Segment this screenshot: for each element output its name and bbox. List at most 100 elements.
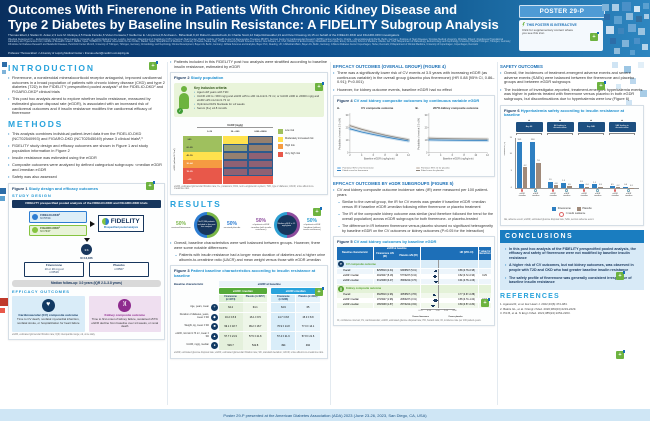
pixel-decoration bbox=[626, 100, 632, 106]
row-label-text: Duration of diabetes, years, mean ± SD bbox=[179, 313, 209, 320]
ref-line bbox=[437, 284, 438, 293]
interactive-callout-title: THIS POSTER IS INTERACTIVE bbox=[522, 22, 600, 27]
bar-value-label: 1.1 bbox=[593, 181, 596, 184]
forest-fin-cell: 825/6519 (4.34) bbox=[373, 268, 397, 274]
triangle-marker: ▲ bbox=[558, 118, 562, 122]
kdigo-cell bbox=[197, 168, 222, 176]
table-cell: 14.7 ± 8.8 bbox=[271, 312, 296, 322]
lightning-icon bbox=[522, 22, 525, 27]
legend-curve-placebo: Fitted curve for placebo bbox=[415, 170, 492, 173]
kdigo-risk-grid: UACR (mg/g) 0–29 30–<300 ≥300–≤5000 eGFR (mL… bbox=[174, 120, 273, 184]
cv-outcome-box: ♥ Cardiovascular (CV) composite outcome … bbox=[12, 295, 85, 332]
svg-text:2: 2 bbox=[349, 154, 351, 157]
header-placebo: Placebo n/N (IR) bbox=[397, 252, 420, 260]
heading-safety: SAFETY OUTCOMES bbox=[500, 64, 543, 69]
pixel-decoration bbox=[622, 2, 631, 11]
figure4b-title-row: B. ≥57% kidney composite outcome bbox=[416, 106, 492, 110]
placebo-bar bbox=[615, 187, 621, 188]
fidelity-logo-subtitle: Prespecified pooled analysis bbox=[103, 226, 139, 230]
poster-title-line1: Outcomes With Finerenone in Patients Wit… bbox=[8, 2, 458, 17]
donut1-right-pct: 50% bbox=[226, 220, 237, 227]
interactive-icon[interactable]: + bbox=[315, 287, 324, 296]
placebo-bar bbox=[553, 185, 559, 188]
interactive-icon[interactable]: + bbox=[616, 350, 625, 359]
table-cell: 57.7 ± 21.9 bbox=[218, 331, 243, 341]
randomization-circle: 1:1 bbox=[81, 244, 92, 256]
figure5-number: Figure 5 bbox=[337, 239, 353, 245]
author-list: Thomas Ebert,1 Stefan D. Anker,2,3 Luis … bbox=[8, 32, 400, 37]
table-cell: 494 bbox=[271, 341, 296, 351]
axis-tick: 4.00 bbox=[452, 310, 457, 313]
interactive-icon[interactable]: + bbox=[313, 207, 322, 216]
pixel-decoration bbox=[604, 14, 610, 20]
figaro-n: N=7437 bbox=[40, 229, 51, 234]
presenter-contact: Professor Thomas Ebert • University of L… bbox=[8, 51, 130, 55]
finerenone-arm-box: Finerenone 10 or 20 mg od n=6519 bbox=[24, 261, 84, 277]
interactive-icon[interactable]: + bbox=[616, 271, 625, 280]
row-icon: ▲ bbox=[211, 332, 218, 340]
kdigo-cell bbox=[222, 136, 248, 144]
column-1: INTRODUCTION Finerenone, a nonsteroidal … bbox=[8, 57, 165, 344]
interactive-icon[interactable]: + bbox=[481, 298, 490, 307]
table-cell: 64.2 bbox=[218, 302, 243, 312]
group-header-lt: eGDR <median bbox=[218, 287, 268, 295]
donut2-right-caption: of patients eGDR ≥median (without insuli… bbox=[303, 224, 321, 232]
table-row-label: Age, years, mean + bbox=[174, 303, 218, 312]
supplementary-content-icon[interactable]: + bbox=[590, 31, 599, 41]
figure1-footnote: eGFR, estimated glomerular filtration ra… bbox=[12, 333, 96, 336]
fidelity-logo: FIDELITY bbox=[102, 218, 140, 225]
check-icon: ✓ bbox=[177, 108, 183, 114]
axis-tick: 2.00 bbox=[444, 310, 448, 313]
interactive-icon[interactable]: + bbox=[597, 81, 606, 90]
ci-placebo-swatch bbox=[415, 166, 420, 169]
bar-value-label: 0.8 bbox=[554, 182, 558, 185]
bar-value-label: 13.9 bbox=[517, 138, 522, 141]
conclusions-box: CONCLUSIONS In this post hoc analysis of… bbox=[500, 229, 644, 291]
baseline-characteristic-header: Baseline characteristic bbox=[174, 282, 204, 286]
column-4: SAFETY OUTCOMES Overall, the incidences … bbox=[500, 57, 644, 317]
insulin-resistance-marker bbox=[551, 189, 555, 192]
interactive-icon[interactable]: + bbox=[146, 181, 155, 190]
forest-plot-cell bbox=[420, 303, 455, 309]
pixel-decoration bbox=[0, 196, 5, 201]
bar-value-label: 0.5 bbox=[610, 183, 614, 186]
interactive-icon[interactable]: + bbox=[149, 61, 158, 70]
axis-tick: 0.50 bbox=[427, 310, 431, 313]
treatment-donut-chart: N=12,964 patients included in this post … bbox=[193, 212, 220, 239]
y-tick-label: 10 bbox=[509, 153, 512, 156]
finerenone-bar bbox=[548, 181, 553, 188]
figure4a-title-row: A. CV composite outcome bbox=[337, 106, 413, 110]
row-icon: + bbox=[211, 303, 218, 311]
favors-placebo-label: Favors placebo bbox=[448, 315, 463, 318]
forest-hr-cell: 0.69 (0.57–0.84) bbox=[455, 303, 478, 309]
figure2-footnote: eGFR, estimated glomerular filtration ra… bbox=[174, 185, 315, 191]
kdigo-cell bbox=[197, 160, 222, 168]
forest-pvalue-cell bbox=[478, 268, 491, 274]
curve-finerenone-swatch bbox=[337, 170, 341, 172]
figure1-number: Figure 1 bbox=[12, 185, 28, 191]
poster-title: Outcomes With Finerenone in Patients Wit… bbox=[8, 2, 513, 32]
bar-pair-label: eGDR <median bbox=[580, 192, 588, 198]
bullet-item: Aged ≥18 years with T2D bbox=[194, 90, 321, 95]
row-icon: ● bbox=[211, 342, 218, 350]
forest-hr-cell: 0.82 (0.72–0.93) bbox=[455, 274, 478, 279]
section-label: CV composite outcome bbox=[346, 262, 376, 266]
bar-value-label: 0.4 bbox=[585, 183, 589, 186]
pixel-decoration bbox=[634, 6, 640, 12]
table-cell: 492 bbox=[295, 341, 320, 351]
section-heading-introduction: INTRODUCTION bbox=[8, 63, 95, 73]
figure5-footnote: CI, confidence interval; CV, cardiovascu… bbox=[337, 319, 482, 322]
note-text: = insulin resistance bbox=[565, 213, 586, 216]
trials-diagram: FIDELIO-DKD² N=5734 FIGARO-DKD³ N=7437 FID… bbox=[12, 211, 161, 237]
poster-number-badge: POSTER 29-P bbox=[519, 5, 605, 18]
cv-outcome-title: Cardiovascular (CV) composite outcome bbox=[18, 312, 79, 317]
heading-efficacy-subgroups: EFFICACY OUTCOMES BY eGDR SUBGROUPS (FIG… bbox=[333, 181, 454, 187]
header-pvalue: P value for interaction bbox=[478, 247, 491, 260]
interactive-callout: THIS POSTER IS INTERACTIVE Click for sup… bbox=[519, 19, 603, 51]
trial-stack: FIDELIO-DKD² N=5734 FIGARO-DKD³ N=7437 bbox=[29, 211, 88, 237]
table-row-label: UACR, mg/g, median ● bbox=[174, 341, 218, 350]
axis-tick: 0.25 bbox=[418, 310, 423, 313]
bullet-item: CV and kidney composite outcome incidenc… bbox=[333, 187, 495, 197]
section-label: Kidney composite outcome bbox=[346, 287, 382, 291]
interactive-icon[interactable]: + bbox=[315, 82, 324, 91]
